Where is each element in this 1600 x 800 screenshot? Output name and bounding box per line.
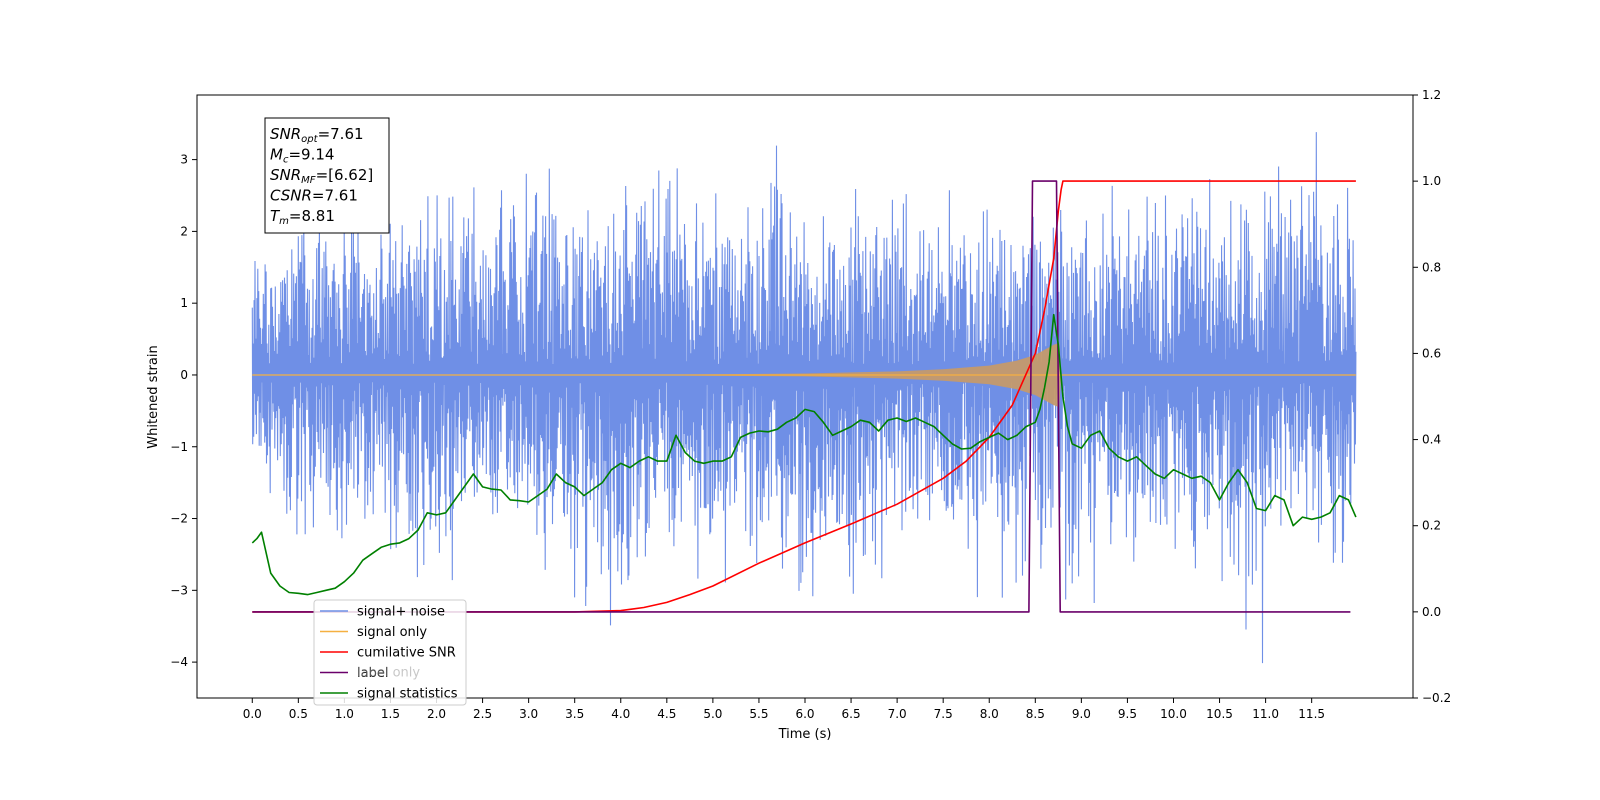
y-tick-label-right: 0.4 xyxy=(1422,433,1441,447)
legend: signal+ noise signal only cumilative SNR la… xyxy=(313,599,467,706)
y-axis-label-left: Whitened strain xyxy=(146,345,161,448)
x-tick-label: 1.0 xyxy=(335,707,354,721)
y-tick-label-left: −2 xyxy=(170,512,188,526)
x-tick-label: 5.5 xyxy=(749,707,768,721)
y-tick-label-right: 0.6 xyxy=(1422,346,1441,360)
series-label xyxy=(252,180,1351,613)
y-tick-label-right: 0.8 xyxy=(1422,260,1441,274)
y-tick-label-left: −3 xyxy=(170,583,188,597)
legend-label: signal statistics xyxy=(357,687,458,702)
x-tick-label: 1.5 xyxy=(381,707,400,721)
series-signal-noise xyxy=(251,132,1357,664)
series-signal-statistics xyxy=(251,313,1357,596)
annotation-line: Tm=8.81 xyxy=(270,207,335,227)
x-tick-label: 7.5 xyxy=(934,707,953,721)
y-axis-left: −4 −3 −2 −1 0 1 2 3 xyxy=(170,153,197,669)
x-axis: 0.0 0.5 1.0 1.5 2.0 2.5 3.0 3.5 4.0 4.5 5.0 5.5 6.0 6… xyxy=(243,698,1325,721)
x-tick-label: 6.0 xyxy=(795,707,814,721)
y-tick-label-left: 3 xyxy=(180,153,188,167)
annotation-line: SNRopt=7.61 xyxy=(270,125,364,145)
y-tick-label-right: 0.2 xyxy=(1422,519,1441,533)
x-tick-label: 0.5 xyxy=(289,707,308,721)
x-tick-label: 10.5 xyxy=(1206,707,1233,721)
x-tick-label: 0.0 xyxy=(243,707,262,721)
x-tick-label: 9.0 xyxy=(1072,707,1091,721)
legend-ghost-text: label only xyxy=(357,666,420,681)
x-tick-label: 5.0 xyxy=(703,707,722,721)
legend-label: label xyxy=(357,666,388,681)
annotation-line: CSNR=7.61 xyxy=(270,187,358,205)
x-tick-label: 11.5 xyxy=(1298,707,1325,721)
annotation-line: SNRMF=[6.62] xyxy=(270,166,373,186)
x-tick-label: 10.0 xyxy=(1160,707,1187,721)
y-tick-label-right: 1.0 xyxy=(1422,174,1441,188)
annotation-frame xyxy=(264,117,390,234)
x-tick-label: 2.5 xyxy=(473,707,492,721)
x-axis-label: Time (s) xyxy=(778,727,832,742)
x-tick-label: 7.0 xyxy=(888,707,907,721)
x-tick-label: 8.0 xyxy=(980,707,999,721)
y-tick-label-left: −4 xyxy=(170,655,188,669)
x-tick-label: 4.0 xyxy=(611,707,630,721)
y-tick-label-right: 1.2 xyxy=(1422,88,1441,102)
legend-label: signal only xyxy=(357,625,427,640)
y-tick-label-left: 1 xyxy=(180,296,188,310)
legend-label: signal+ noise xyxy=(357,605,445,620)
x-tick-label: 9.5 xyxy=(1118,707,1137,721)
y-tick-label-left: 2 xyxy=(180,224,188,238)
plot-data-layer xyxy=(251,132,1357,664)
y-axis-right: −0.2 0.0 0.2 0.4 0.6 0.8 1.0 1.2 xyxy=(1413,88,1451,705)
y-tick-label-left: 0 xyxy=(180,368,188,382)
x-tick-label: 2.0 xyxy=(427,707,446,721)
x-tick-label: 11.0 xyxy=(1252,707,1279,721)
y-tick-label-left: −1 xyxy=(170,440,188,454)
legend-label: cumilative SNR xyxy=(357,646,456,661)
y-tick-label-right: 0.0 xyxy=(1422,605,1441,619)
legend-frame xyxy=(313,599,467,706)
x-tick-label: 6.5 xyxy=(842,707,861,721)
x-tick-label: 3.0 xyxy=(519,707,538,721)
series-cumulative-snr xyxy=(252,180,1356,613)
x-tick-label: 4.5 xyxy=(657,707,676,721)
y-tick-label-right: −0.2 xyxy=(1422,691,1451,705)
x-tick-label: 3.5 xyxy=(565,707,584,721)
x-tick-label: 8.5 xyxy=(1026,707,1045,721)
annotation-line: Mc=9.14 xyxy=(270,146,334,166)
